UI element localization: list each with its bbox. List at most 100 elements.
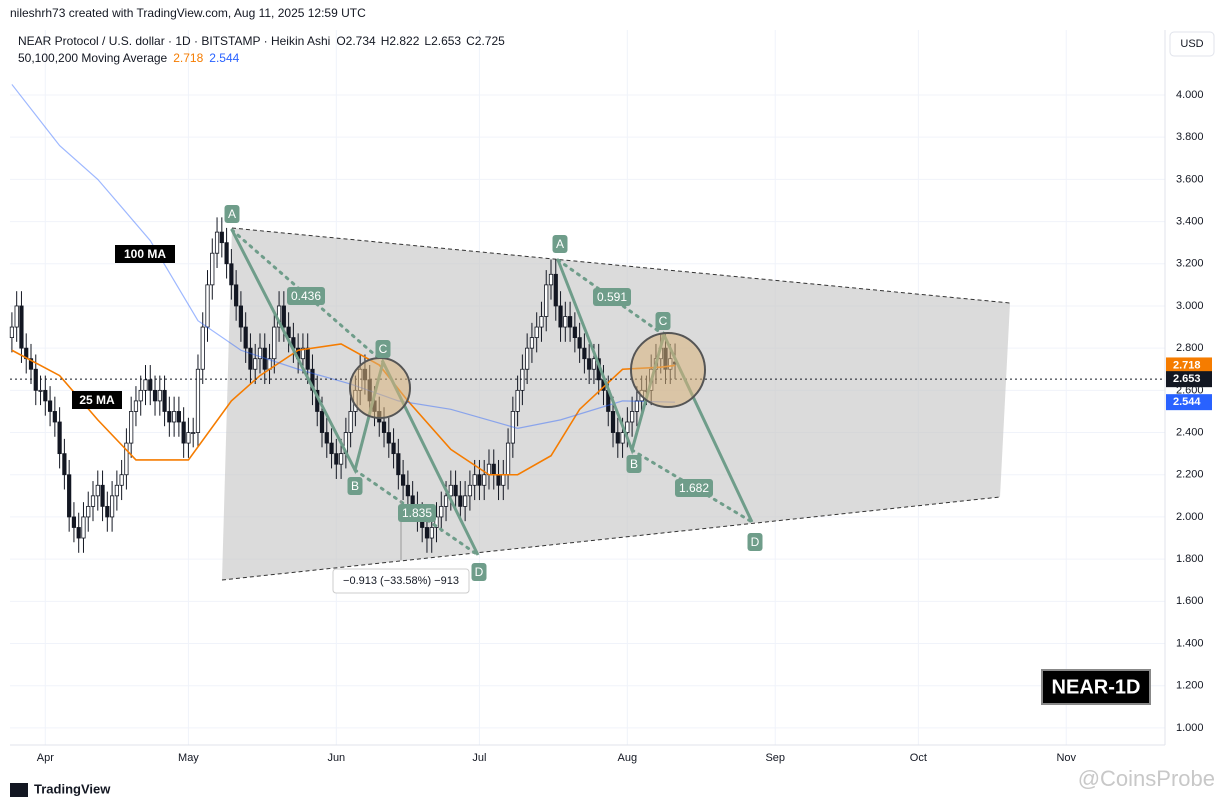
candle-body — [544, 284, 549, 317]
candle-body — [257, 347, 263, 360]
measure-label: −0.913 (−33.58%) −913 — [343, 575, 459, 587]
pattern-label: A — [228, 207, 236, 221]
ma-title: 50,100,200 Moving Average — [18, 51, 168, 65]
x-tick-label: May — [178, 752, 199, 764]
candle-body — [71, 516, 77, 528]
candle-body — [243, 326, 248, 349]
candle-body — [610, 411, 616, 433]
brand: TradingView — [34, 781, 111, 796]
symbol-badge: NEAR-1D — [1052, 676, 1141, 698]
candle-body — [630, 411, 635, 423]
candle-body — [219, 231, 224, 244]
candle-body — [472, 474, 477, 486]
pattern-label-box — [347, 477, 363, 495]
credit: nileshrh73 created with TradingView.com,… — [10, 6, 366, 20]
currency[interactable]: USD — [1180, 38, 1203, 50]
y-tick-label: 2.000 — [1176, 511, 1204, 523]
x-tick-label: Nov — [1056, 752, 1076, 764]
candle-body — [105, 505, 110, 518]
symbol: NEAR Protocol / U.S. dollar · 1D · BITST… — [18, 34, 330, 48]
candle-body — [396, 453, 401, 476]
price-badge — [1166, 371, 1212, 388]
candle-body — [95, 484, 100, 497]
currency-button[interactable] — [1169, 31, 1215, 57]
candle-body — [143, 379, 148, 391]
x-tick-label: Jul — [472, 752, 486, 764]
ohlc-value: 2.822 — [389, 34, 419, 48]
candle-body — [157, 389, 162, 402]
candle-body — [62, 453, 67, 476]
pattern-label: C — [379, 342, 388, 356]
pattern-label-box — [224, 205, 240, 223]
y-tick-label: 2.200 — [1176, 469, 1204, 481]
candle-body — [558, 305, 563, 328]
y-tick-label: 2.800 — [1176, 342, 1204, 354]
candle-body — [520, 368, 525, 391]
zone-circle — [349, 357, 411, 419]
y-tick-label: 1.600 — [1176, 595, 1204, 607]
pattern-label-box — [398, 504, 436, 522]
candle-body — [310, 368, 315, 391]
candle-body — [515, 389, 520, 412]
candle-body — [52, 411, 57, 423]
candle-body — [510, 411, 515, 444]
ma-tag: 25 MA — [79, 393, 115, 407]
brand-logo — [10, 783, 28, 797]
y-tick-label: 3.200 — [1176, 258, 1204, 270]
candle-body — [386, 432, 391, 444]
candle-body — [119, 474, 124, 486]
pattern-label-box — [675, 479, 713, 497]
candle-body — [224, 242, 229, 265]
candle-body — [501, 474, 506, 486]
candle-body — [553, 273, 558, 307]
candle-body — [548, 273, 554, 286]
pattern-label-box — [375, 340, 391, 358]
candle-body — [9, 326, 15, 339]
ohlc-value: 2.734 — [346, 34, 376, 48]
price-badge-label: 2.718 — [1173, 359, 1201, 371]
candle-body — [529, 337, 535, 349]
candle-body — [162, 389, 167, 412]
ma-tag-box — [72, 391, 122, 409]
wedge — [222, 228, 1010, 580]
candle-body — [86, 505, 91, 518]
price-badge — [1166, 394, 1212, 411]
pattern-label: 0.436 — [291, 289, 321, 303]
price-badge — [1166, 357, 1212, 374]
pattern-label: D — [475, 565, 484, 579]
candle-body — [587, 358, 592, 370]
time-axis — [0, 745, 1165, 770]
ohlc-key: O — [336, 34, 345, 48]
symbol-badge-box — [1041, 669, 1151, 705]
pattern-label-box — [552, 235, 568, 253]
ohlc-value: 2.653 — [431, 34, 461, 48]
pattern-label-box — [471, 563, 487, 581]
candle-body — [324, 432, 329, 444]
symbol-legend: NEAR Protocol / U.S. dollar · 1D · BITST… — [18, 34, 505, 48]
y-tick-label: 1.400 — [1176, 637, 1204, 649]
candle-body — [138, 389, 143, 402]
x-tick-label: Jun — [327, 752, 345, 764]
pattern-label: B — [351, 479, 359, 493]
candle-body — [620, 432, 625, 444]
y-tick-label: 2.600 — [1176, 384, 1204, 396]
candle-body — [248, 347, 253, 370]
zone-circle — [630, 332, 706, 408]
candle-body — [200, 326, 205, 370]
candle-body — [253, 358, 258, 370]
candle-body — [43, 389, 48, 402]
ohlc-key: C — [466, 34, 475, 48]
ohlc-key: H — [381, 34, 390, 48]
candle-body — [214, 231, 220, 254]
pattern-label: D — [751, 535, 760, 549]
candle-body — [334, 453, 339, 465]
candle-body — [148, 379, 153, 391]
price-badge-label: 2.653 — [1173, 373, 1201, 385]
candle-body — [281, 305, 286, 328]
candle-body — [262, 347, 267, 370]
candle-body — [129, 411, 134, 444]
wedge-bottom — [221, 496, 1001, 581]
candle-body — [57, 421, 62, 455]
pattern-1-ac — [230, 228, 385, 364]
candle-body — [467, 484, 473, 497]
